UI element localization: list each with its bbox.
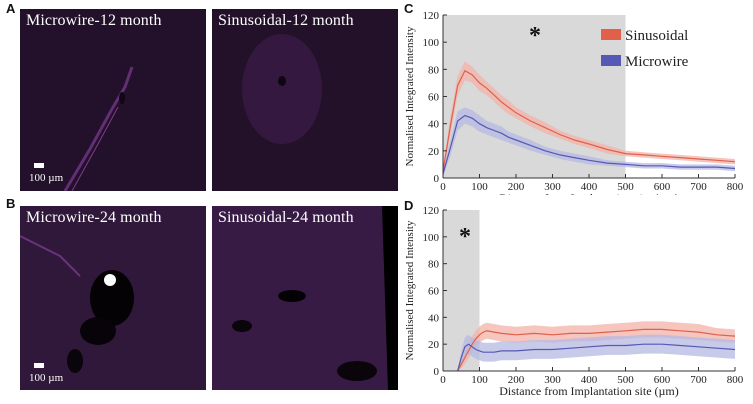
x-tick-label: 500: [617, 374, 634, 386]
sinusoidal-error-band: [443, 61, 735, 176]
panel-letter-c: C: [404, 1, 414, 16]
microwire-line: [457, 343, 736, 372]
scale-bar: [34, 163, 44, 168]
x-axis-label: Distance from Implantation site (µm): [499, 384, 679, 398]
y-tick-label: 0: [434, 173, 440, 185]
x-tick-label: 600: [654, 374, 671, 386]
micrograph-microwire-12-month: Microwire-12 month 100 µm: [20, 9, 206, 191]
microwire-line: [442, 114, 736, 175]
micrograph-label: Sinusoidal-24 month: [218, 209, 354, 226]
micrograph-sinusoidal-12-month: Sinusoidal-12 month: [212, 9, 398, 191]
x-tick-label: 200: [508, 181, 525, 193]
micrograph-label: Microwire-24 month: [26, 209, 162, 226]
y-tick-label: 120: [423, 205, 440, 217]
y-tick-label: 80: [428, 64, 440, 76]
panel-letter-b: B: [6, 196, 16, 211]
x-tick-label: 300: [544, 374, 561, 386]
sinusoidal-line: [442, 69, 736, 172]
micrograph-label: Microwire-12 month: [26, 12, 162, 29]
micrograph-microwire-24-month: Microwire-24 month 100 µm: [20, 206, 206, 390]
legend-label-microwire: Microwire: [625, 54, 689, 70]
scale-label: 100 µm: [29, 172, 64, 184]
y-axis-label: Normalised Integrated Intensity: [404, 26, 416, 166]
tissue-texture: [20, 206, 206, 390]
significance-star: *: [529, 23, 541, 49]
x-tick-label: 300: [544, 181, 561, 193]
sinusoidal-line: [457, 328, 736, 372]
y-tick-label: 40: [428, 312, 440, 324]
micrograph-sinusoidal-24-month: Sinusoidal-24 month: [212, 206, 398, 390]
y-tick-label: 60: [428, 286, 440, 298]
panel-letter-d: D: [404, 198, 414, 213]
scale-label: 100 µm: [29, 372, 64, 384]
microwire-error-band: [457, 334, 735, 371]
micrograph-label: Sinusoidal-12 month: [218, 12, 354, 29]
y-tick-label: 100: [423, 232, 440, 244]
y-tick-label: 20: [428, 146, 440, 158]
x-tick-label: 700: [690, 181, 707, 193]
x-tick-label: 600: [654, 181, 671, 193]
y-tick-label: 60: [428, 92, 440, 104]
y-tick-label: 20: [428, 339, 440, 351]
significance-star: *: [459, 224, 471, 250]
y-tick-label: 0: [434, 366, 440, 378]
x-tick-label: 0: [440, 181, 446, 193]
microwire-error-band: [443, 107, 735, 177]
scale-bar: [34, 363, 44, 368]
tissue-texture: [212, 9, 398, 191]
x-axis-label: Distance from Implantation site (µm): [499, 191, 679, 195]
x-tick-label: 0: [440, 374, 446, 386]
x-tick-label: 800: [727, 374, 744, 386]
x-tick-label: 500: [617, 181, 634, 193]
x-tick-label: 800: [727, 181, 744, 193]
x-tick-label: 100: [471, 374, 488, 386]
y-tick-label: 100: [423, 37, 440, 49]
legend-swatch-microwire: [601, 55, 621, 66]
x-tick-label: 400: [581, 181, 598, 193]
y-tick-label: 40: [428, 119, 440, 131]
x-tick-label: 100: [471, 181, 488, 193]
y-axis-label: Normalised Integrated Intensity: [404, 220, 416, 360]
x-tick-label: 400: [581, 374, 598, 386]
x-tick-label: 200: [508, 374, 525, 386]
panel-letter-a: A: [6, 1, 16, 16]
y-tick-label: 120: [423, 10, 440, 22]
tissue-texture: [20, 9, 206, 191]
legend-label-sinusoidal: Sinusoidal: [625, 28, 688, 44]
x-tick-label: 700: [690, 374, 707, 386]
y-tick-label: 80: [428, 259, 440, 271]
chart-c-12-month: 0 20 40 60 80 100 120 0 100 200 300 400 500 600 700 800…: [404, 10, 744, 195]
tissue-texture: [212, 206, 398, 390]
legend-swatch-sinusoidal: [601, 29, 621, 40]
chart-d-24-month: 0 20 40 60 80 100 120 0 100 200 300 400 500 600 700 800…: [404, 205, 744, 398]
